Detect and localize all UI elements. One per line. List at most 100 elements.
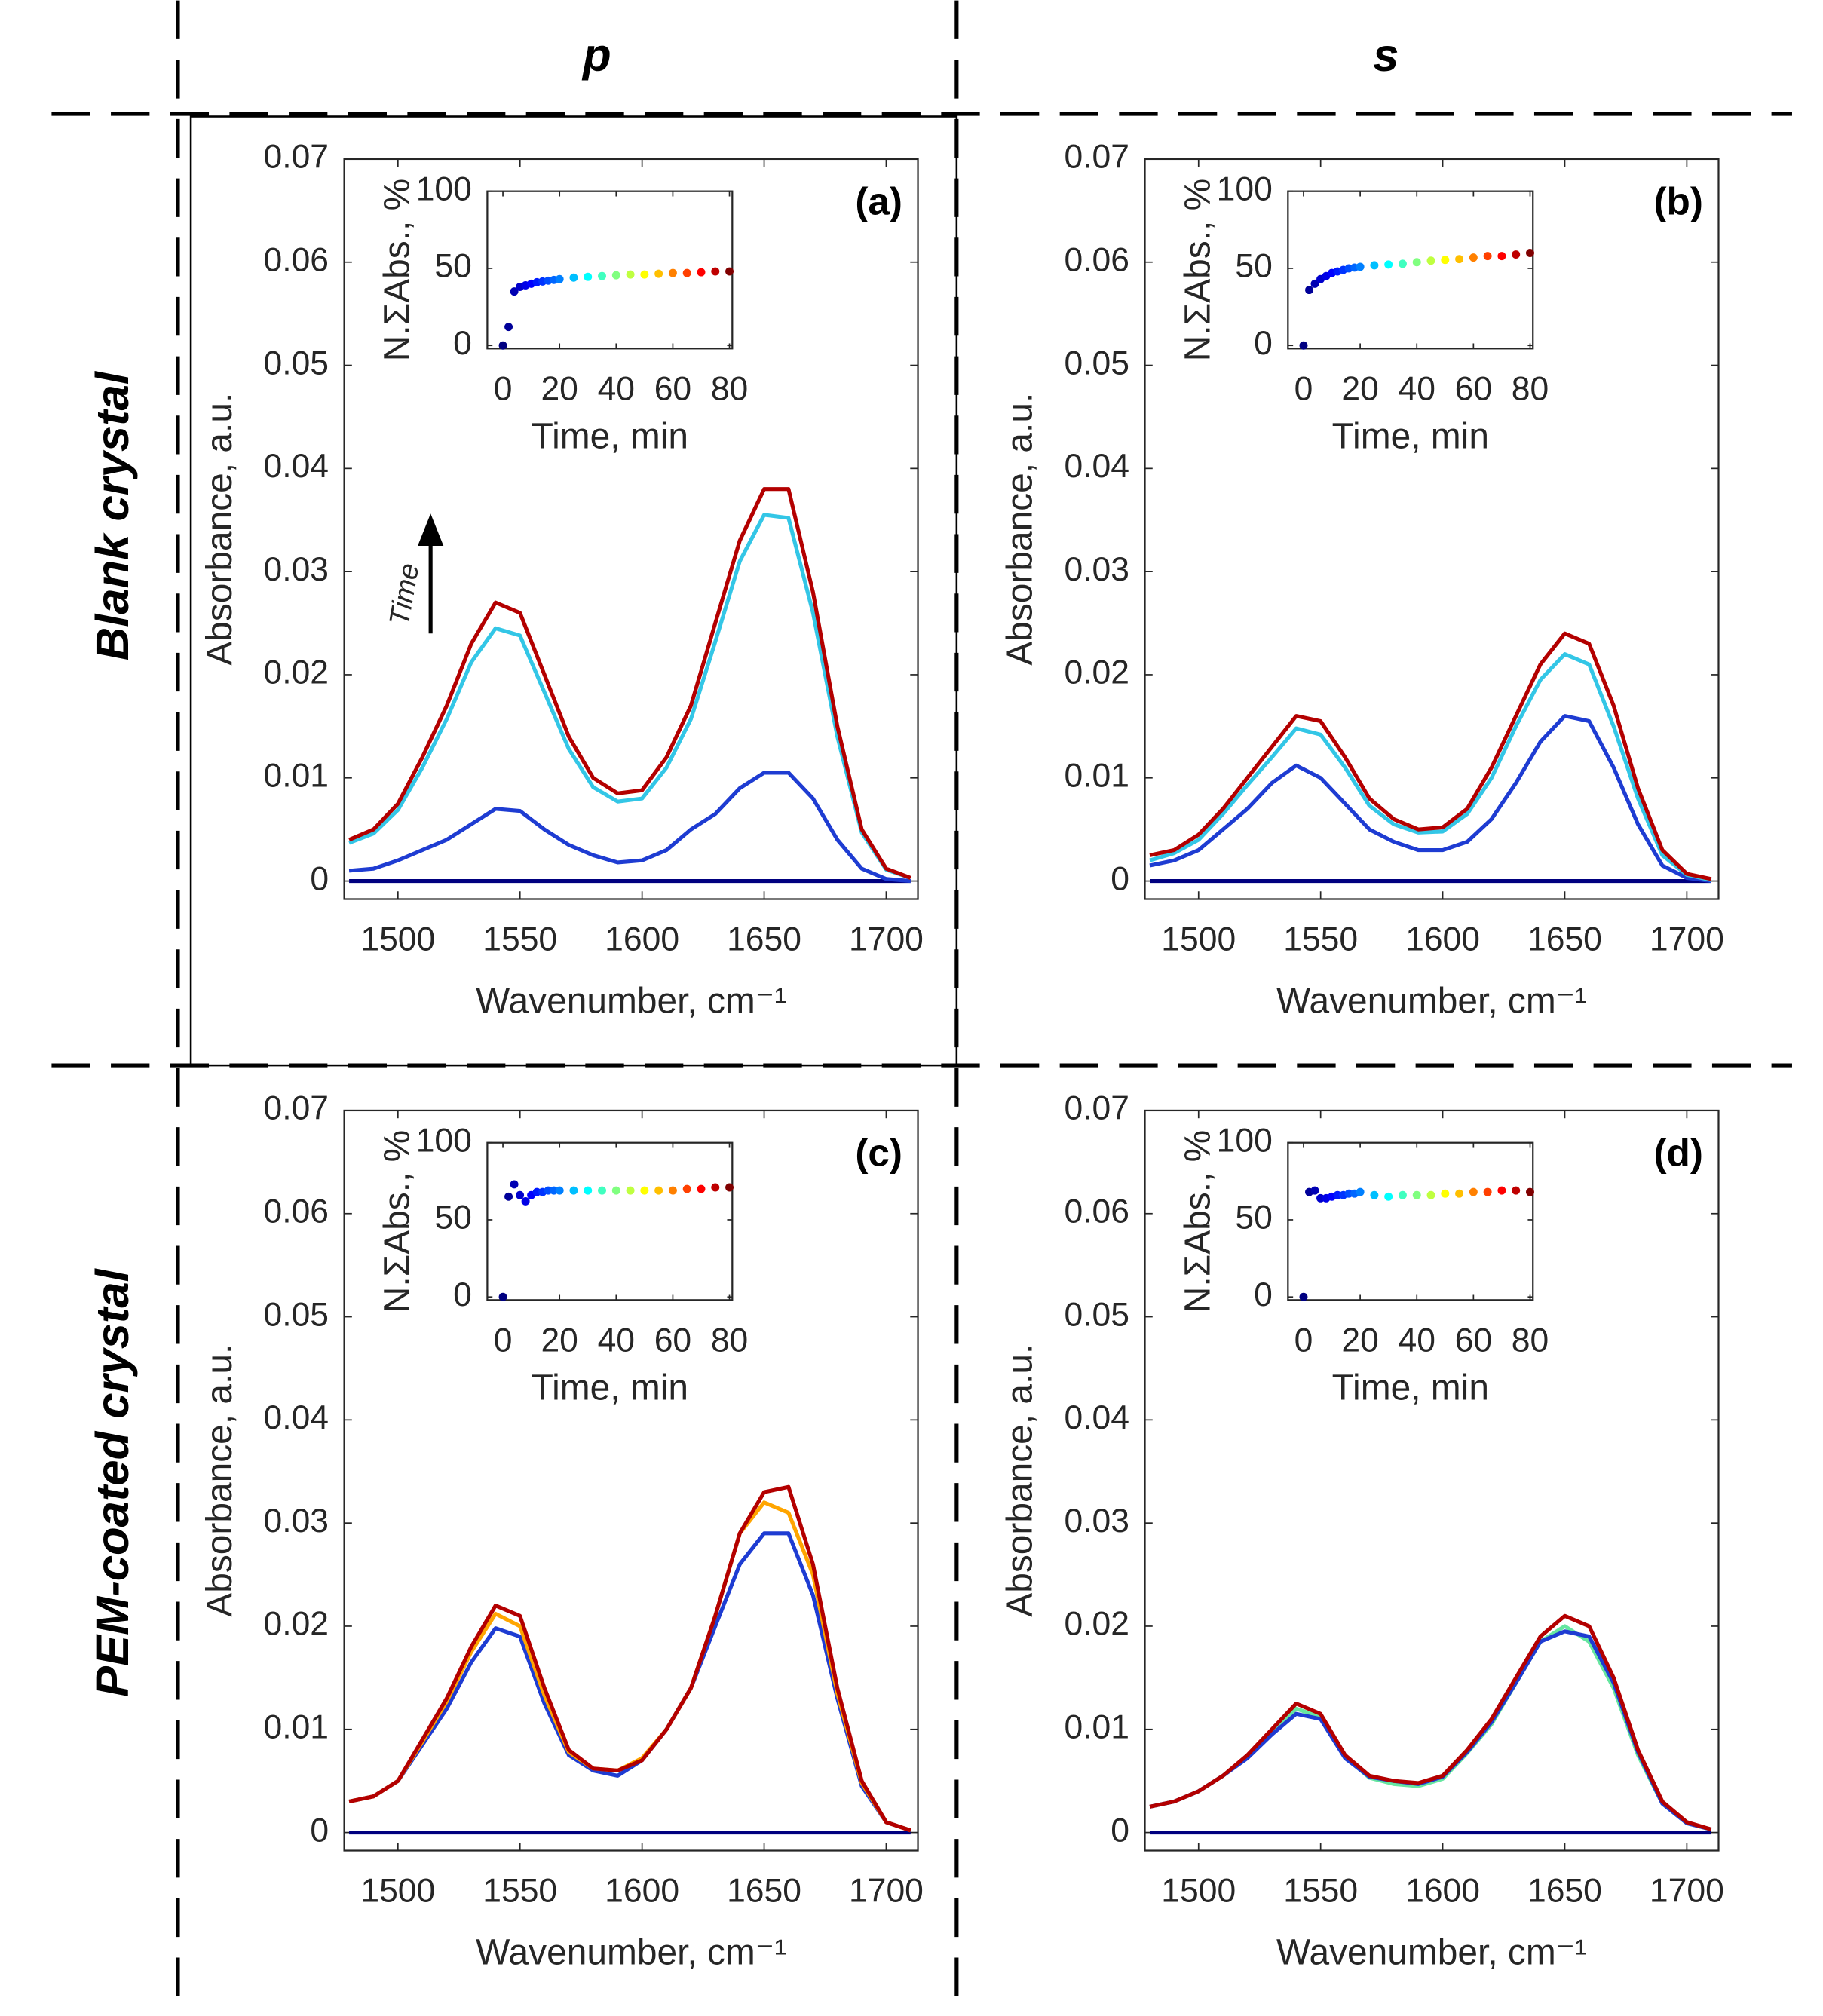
annotation-arrowhead [418, 513, 444, 546]
inset-point [682, 1184, 691, 1193]
inset-point [640, 270, 649, 279]
y-tick-label: 0.06 [264, 1193, 329, 1230]
x-tick-label: 0 [494, 370, 513, 407]
y-tick-label: 50 [434, 1199, 471, 1236]
inset-point [725, 267, 734, 276]
inset-point [532, 1187, 541, 1196]
y-tick-label: 0 [453, 1276, 472, 1313]
y-tick-label: 0.07 [264, 1090, 329, 1127]
x-tick-label: 80 [711, 1322, 748, 1359]
column-label: s [1373, 29, 1399, 81]
x-axis-label: Time, min [532, 417, 688, 457]
y-tick-label: 0.05 [1064, 345, 1129, 381]
inset-point [626, 1186, 635, 1195]
y-axis-label: N.ΣAbs., % [378, 1130, 418, 1313]
x-tick-label: 1600 [605, 921, 679, 958]
inset-point [1441, 256, 1450, 265]
y-axis-label: Absorbance, a.u. [1000, 1344, 1040, 1617]
inset-point [1455, 255, 1464, 264]
y-tick-label: 0 [310, 860, 329, 897]
x-tick-label: 40 [1399, 1322, 1435, 1359]
inset-point [1512, 1186, 1521, 1195]
panel-label: (b) [1653, 179, 1703, 222]
inset-point [697, 268, 706, 277]
y-tick-label: 0 [1111, 860, 1129, 897]
y-tick-label: 0 [453, 325, 472, 362]
x-tick-label: 40 [1399, 370, 1435, 407]
panel-label: (a) [855, 179, 902, 222]
axes-box [1287, 190, 1534, 350]
inset-point [504, 1192, 513, 1201]
x-tick-label: 80 [711, 370, 748, 407]
y-axis-label: N.ΣAbs., % [378, 179, 418, 361]
inset-point [1526, 1187, 1534, 1196]
inset-point [682, 268, 691, 277]
x-axis-label: Wavenumber, cm⁻¹ [476, 982, 786, 1022]
y-tick-label: 0.04 [1064, 1399, 1129, 1436]
inset-point [1483, 1187, 1492, 1196]
inset-point [611, 1186, 620, 1195]
spectrum-line [1149, 1613, 1712, 1831]
inset-point [1299, 1292, 1308, 1301]
y-tick-label: 0 [310, 1812, 329, 1849]
x-tick-label: 60 [654, 1322, 691, 1359]
inset-point [1356, 1187, 1365, 1196]
inset-point [569, 1186, 578, 1195]
inset-point [1497, 252, 1506, 261]
inset-point [498, 341, 507, 350]
x-tick-label: 20 [541, 1322, 578, 1359]
inset-point [1512, 250, 1521, 259]
inset-point [654, 269, 663, 278]
x-tick-label: 1550 [483, 921, 557, 958]
panel-label: (d) [1653, 1131, 1703, 1174]
inset-point [1426, 256, 1435, 265]
y-tick-label: 0.07 [1064, 139, 1129, 176]
x-tick-label: 0 [1294, 370, 1313, 407]
inset-point [1384, 260, 1393, 269]
inset-point [1398, 1190, 1407, 1199]
inset-point [1483, 252, 1492, 261]
x-tick-label: 0 [1294, 1322, 1313, 1359]
inset-point [1398, 259, 1407, 268]
y-tick-label: 100 [416, 1122, 472, 1159]
inset-point [697, 1184, 706, 1193]
y-tick-label: 0.06 [1064, 241, 1129, 278]
x-tick-label: 20 [1341, 1322, 1378, 1359]
inset-point [1344, 1189, 1353, 1198]
inset-point [654, 1186, 663, 1195]
inset-point [1310, 1186, 1319, 1195]
y-tick-label: 50 [1235, 248, 1272, 285]
inset-point [668, 1186, 677, 1195]
x-axis-label: Time, min [1332, 1368, 1489, 1408]
inset-point [1310, 279, 1319, 288]
x-tick-label: 1600 [1405, 921, 1480, 958]
spectrum-line [1149, 652, 1712, 882]
x-tick-label: 1600 [605, 1873, 679, 1910]
y-tick-label: 0.03 [264, 551, 329, 588]
inset-point [510, 287, 519, 296]
y-tick-label: 50 [1235, 1199, 1272, 1236]
inset-point [555, 274, 564, 283]
y-tick-label: 0.05 [264, 1296, 329, 1333]
x-tick-label: 20 [541, 370, 578, 407]
spectrum-line [1149, 631, 1712, 881]
spectrum-line [348, 771, 912, 884]
y-axis-label: N.ΣAbs., % [1178, 179, 1218, 361]
y-tick-label: 0.03 [1064, 551, 1129, 588]
inset-point [598, 1186, 606, 1195]
inset-point [584, 1186, 593, 1195]
inset-point [1455, 1189, 1464, 1198]
axes-box [486, 1141, 734, 1301]
inset-point [498, 1292, 507, 1301]
inset-point [1441, 1189, 1450, 1198]
x-tick-label: 60 [654, 370, 691, 407]
x-tick-label: 0 [494, 1322, 513, 1359]
x-tick-label: 1700 [1650, 921, 1724, 958]
panel-frame [189, 115, 958, 1067]
y-tick-label: 100 [1217, 170, 1273, 207]
inset-point [1426, 1190, 1435, 1199]
y-tick-label: 0 [1254, 325, 1273, 362]
inset-point [1412, 1190, 1421, 1199]
inset-point [1497, 1186, 1506, 1195]
x-tick-label: 60 [1455, 370, 1492, 407]
